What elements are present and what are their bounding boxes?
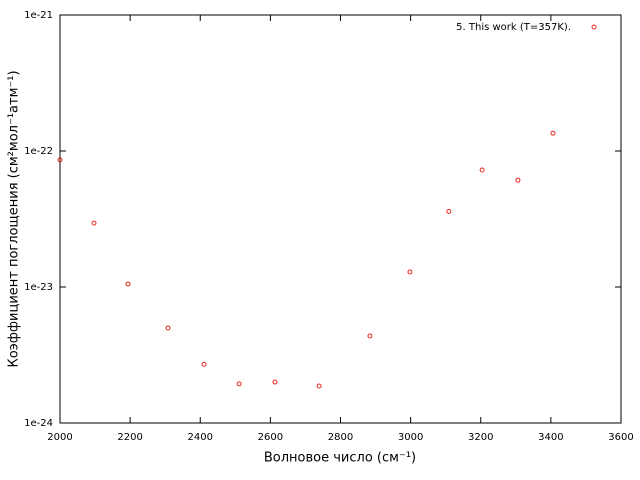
x-tick-label: 3400 <box>538 432 563 443</box>
x-tick-label: 2600 <box>258 432 283 443</box>
x-tick-label: 2000 <box>47 432 72 443</box>
x-axis-label: Волновое число (см⁻¹) <box>264 451 416 466</box>
x-tick-label: 3600 <box>608 432 633 443</box>
legend-marker <box>591 24 597 30</box>
point <box>367 333 373 339</box>
point <box>515 177 521 183</box>
point <box>91 220 97 226</box>
point <box>550 130 556 136</box>
point <box>446 208 452 214</box>
x-tick-label: 2400 <box>188 432 213 443</box>
point <box>125 281 131 287</box>
plot-frame <box>59 14 622 424</box>
point <box>316 383 322 389</box>
x-tick-label: 2200 <box>117 432 142 443</box>
x-tick-label: 3000 <box>398 432 423 443</box>
y-tick-label: 1e-24 <box>24 418 53 429</box>
point <box>201 361 207 367</box>
y-axis-label: Коэффициент поглощения (см²мол⁻¹атм⁻¹) <box>7 70 22 367</box>
point <box>57 157 63 163</box>
legend-label: 5. This work (T=357K). <box>456 22 571 33</box>
x-tick-label: 2800 <box>328 432 353 443</box>
point <box>407 269 413 275</box>
point <box>272 379 278 385</box>
x-tick-label: 3200 <box>468 432 493 443</box>
y-tick-label: 1e-21 <box>24 10 53 21</box>
point <box>236 381 242 387</box>
point <box>479 167 485 173</box>
point <box>165 325 171 331</box>
y-tick-label: 1e-22 <box>24 146 53 157</box>
y-tick-label: 1e-23 <box>24 282 53 293</box>
